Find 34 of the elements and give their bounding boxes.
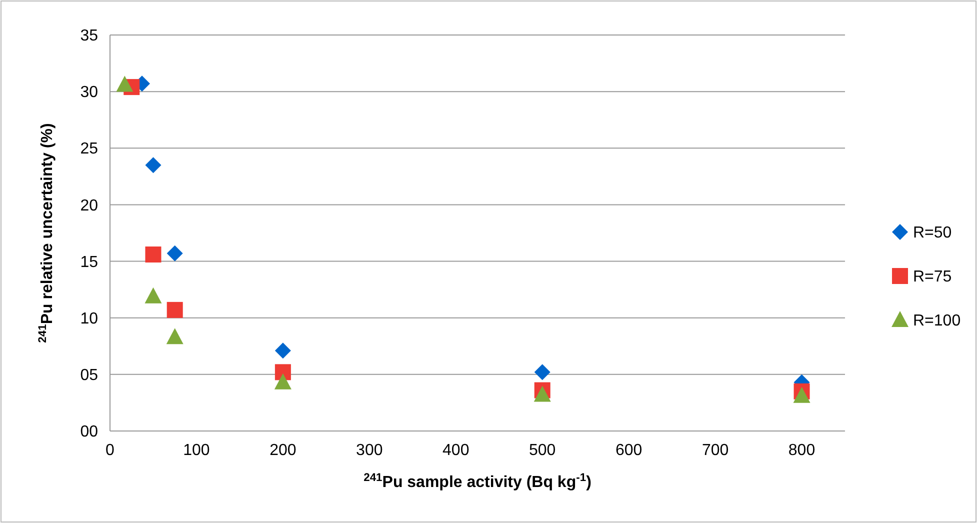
point: [166, 302, 183, 318]
point: [166, 328, 184, 344]
y-tick-label: 30: [80, 84, 98, 102]
x-tick-label: 500: [529, 442, 556, 459]
x-tick-label: 400: [442, 442, 470, 459]
point: [145, 246, 162, 262]
legend-label: R=75: [913, 268, 952, 286]
point: [274, 364, 291, 380]
point: [116, 76, 134, 92]
x-axis-title: $^{241}$Pu sample activity (Bq kg$^{-1}$): [364, 472, 592, 491]
x-tick-label: 0: [106, 442, 115, 459]
x-tick-label: 100: [183, 442, 210, 459]
y-tick-label: 10: [80, 310, 98, 328]
point: [274, 342, 291, 359]
legend-label: R=100: [913, 312, 961, 330]
point: [274, 373, 292, 390]
x-tick-label: 200: [270, 442, 296, 459]
y-tick-label: 25: [80, 140, 98, 158]
point: [145, 157, 162, 174]
point: [793, 386, 810, 403]
x-tick-label: 600: [615, 442, 642, 459]
legend-label: R=50: [913, 224, 952, 242]
y-tick-label: 35: [80, 28, 98, 45]
point: [534, 386, 551, 402]
x-tick-label: 700: [702, 442, 729, 459]
y-tick-label: 20: [80, 197, 98, 214]
x-tick-label: 800: [788, 442, 816, 459]
y-tick-label: 15: [80, 254, 98, 271]
point: [534, 364, 550, 380]
point: [166, 245, 183, 262]
x-tick-label: 300: [356, 442, 383, 459]
y-tick-label: 00: [80, 424, 98, 441]
y-tick-label: 05: [80, 367, 98, 384]
point: [144, 287, 162, 304]
